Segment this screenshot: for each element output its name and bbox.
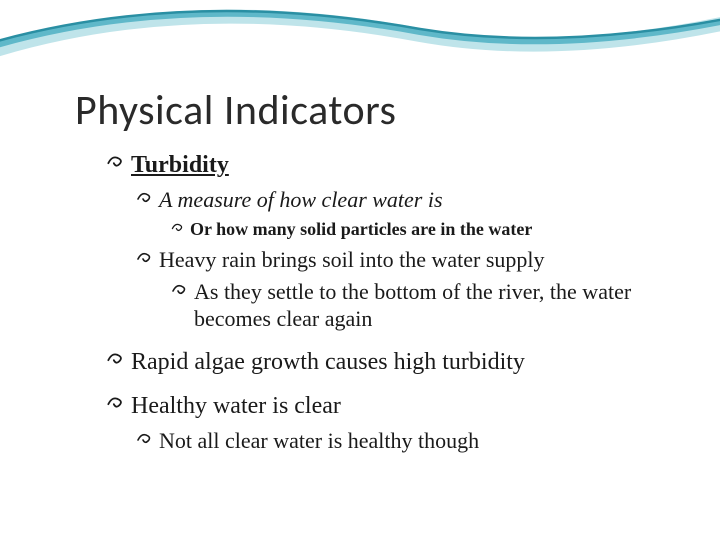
bullet-glyph xyxy=(105,347,127,377)
bullet-list: Turbidity A measure of how clear water is… xyxy=(75,150,680,454)
bullet-text: Not all clear water is healthy though xyxy=(159,427,479,455)
bullet-glyph xyxy=(135,427,155,455)
bullet-text: Or how many solid particles are in the w… xyxy=(190,218,532,241)
bullet-item: As they settle to the bottom of the rive… xyxy=(170,278,680,333)
bullet-item: A measure of how clear water is xyxy=(135,186,680,214)
decorative-swoosh xyxy=(0,0,720,90)
bullet-text: A measure of how clear water is xyxy=(159,186,443,214)
bullet-item: Heavy rain brings soil into the water su… xyxy=(135,246,680,274)
slide-content: Physical Indicators Turbidity A measure o… xyxy=(75,85,680,454)
bullet-text: Heavy rain brings soil into the water su… xyxy=(159,246,545,274)
bullet-item: Healthy water is clear xyxy=(105,391,680,421)
bullet-item: Turbidity xyxy=(105,150,680,180)
swoosh-mid xyxy=(0,14,720,50)
bullet-text: Turbidity xyxy=(131,150,229,180)
slide-title: Physical Indicators xyxy=(75,85,680,136)
bullet-glyph xyxy=(105,391,127,421)
bullet-glyph xyxy=(170,218,186,241)
bullet-glyph xyxy=(135,186,155,214)
swoosh-outer xyxy=(0,17,720,55)
bullet-glyph xyxy=(135,246,155,274)
bullet-glyph xyxy=(105,150,127,180)
bullet-item: Or how many solid particles are in the w… xyxy=(170,218,680,241)
bullet-glyph xyxy=(170,278,190,306)
bullet-text: Rapid algae growth causes high turbidity xyxy=(131,347,525,377)
bullet-text: As they settle to the bottom of the rive… xyxy=(194,278,680,333)
swoosh-inner xyxy=(0,11,720,46)
bullet-text: Healthy water is clear xyxy=(131,391,341,421)
bullet-item: Rapid algae growth causes high turbidity xyxy=(105,347,680,377)
bullet-item: Not all clear water is healthy though xyxy=(135,427,680,455)
